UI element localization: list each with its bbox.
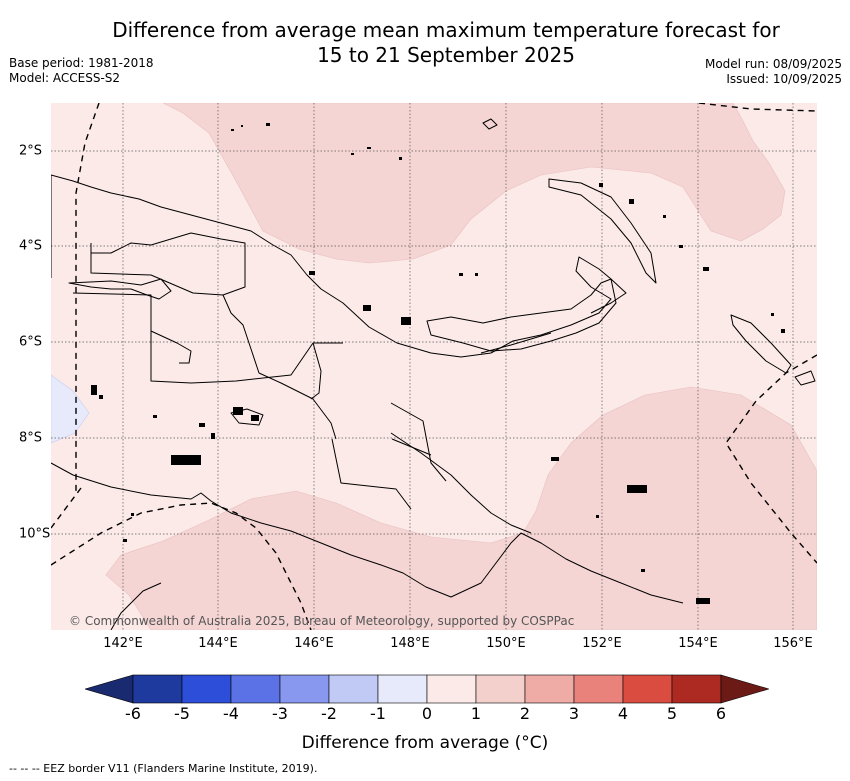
lon-label-146e: 146°E — [294, 636, 334, 651]
meta-left: Base period: 1981-2018 Model: ACCESS-S2 — [9, 56, 154, 86]
colorbar-bin — [622, 674, 673, 704]
anomaly-region-neg1-0 — [51, 374, 90, 444]
colorbar-bin — [524, 674, 575, 704]
colorbar-tick-label: 0 — [421, 704, 433, 723]
colorbar-tick-label: -2 — [321, 704, 337, 723]
anomaly-region-1-2-north — [162, 103, 786, 264]
colorbar-bin — [181, 674, 232, 704]
colorbar-bin — [132, 674, 183, 704]
colorbar-tick-label: -5 — [174, 704, 190, 723]
colorbar-tick-label: 3 — [568, 704, 580, 723]
lat-label-8s: 8°S — [19, 430, 43, 446]
colorbar-tick-label: 5 — [666, 704, 678, 723]
lon-label-142e: 142°E — [103, 636, 143, 651]
lon-label-152e: 152°E — [582, 636, 622, 651]
colorbar-bin — [426, 674, 477, 704]
colorbar-tick-label: -1 — [370, 704, 386, 723]
land-outlines — [51, 118, 816, 630]
colorbar — [85, 674, 769, 704]
colorbar-bin — [230, 674, 281, 704]
lat-label-6s: 6°S — [19, 334, 43, 350]
lon-label-154e: 154°E — [678, 636, 718, 651]
map-title: Difference from average mean maximum tem… — [40, 18, 850, 68]
model-name: Model: ACCESS-S2 — [9, 71, 121, 85]
colorbar-tick-label: -6 — [125, 704, 141, 723]
colorbar-bin — [328, 674, 379, 704]
lat-label-4s: 4°S — [19, 238, 43, 254]
title-line-1: Difference from average mean maximum tem… — [112, 18, 780, 42]
graticule — [51, 103, 817, 630]
title-line-2: 15 to 21 September 2025 — [317, 43, 575, 67]
colorbar-over-extension — [720, 674, 769, 704]
colorbar-bin — [279, 674, 330, 704]
small-islands — [91, 123, 785, 604]
colorbar-under-extension — [85, 674, 134, 704]
meta-right: Model run: 08/09/2025 Issued: 10/09/2025 — [705, 57, 842, 87]
colorbar-tick-label: 2 — [519, 704, 531, 723]
colorbar-bin — [671, 674, 722, 704]
lon-label-148e: 148°E — [390, 636, 430, 651]
colorbar-bin — [377, 674, 428, 704]
anomaly-map: © Commonwealth of Australia 2025, Bureau… — [51, 103, 817, 630]
lat-label-2s: 2°S — [19, 143, 43, 159]
copyright-notice: © Commonwealth of Australia 2025, Bureau… — [69, 614, 574, 628]
issued-date: Issued: 10/09/2025 — [726, 72, 842, 86]
colorbar-tick-label: 1 — [470, 704, 482, 723]
lon-label-150e: 150°E — [486, 636, 526, 651]
colorbar-bin — [573, 674, 624, 704]
colorbar-tick-label: -4 — [223, 704, 239, 723]
lon-label-144e: 144°E — [198, 636, 238, 651]
lon-label-156e: 156°E — [773, 636, 813, 651]
lat-label-10s: 10°S — [19, 526, 51, 542]
colorbar-title: Difference from average (°C) — [301, 733, 549, 753]
colorbar-tick-label: -3 — [272, 704, 288, 723]
colorbar-tick-label: 4 — [617, 704, 629, 723]
eez-legend-note: -- -- -- EEZ border V11 (Flanders Marine… — [9, 762, 318, 775]
colorbar-bin — [475, 674, 526, 704]
model-run: Model run: 08/09/2025 — [704, 57, 842, 71]
colorbar-tick-label: 6 — [715, 704, 727, 723]
base-period: Base period: 1981-2018 — [9, 56, 154, 70]
